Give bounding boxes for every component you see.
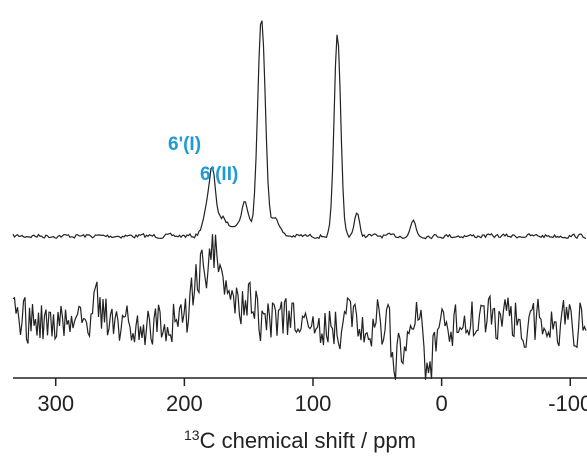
x-tick-label: 200 [166, 391, 203, 416]
x-tick-label: 0 [436, 391, 448, 416]
spectrum-trace-top [12, 20, 587, 240]
peak-annotation-label: 6'(II) [200, 164, 238, 185]
x-axis-title-superscript: 13 [184, 427, 200, 443]
x-axis-title-text: C chemical shift / ppm [200, 428, 416, 453]
x-axis-ticks: 300 200 100 0 -100 [37, 378, 587, 416]
spectrum-trace-bottom [12, 234, 587, 381]
spectra-traces [12, 20, 587, 381]
x-axis-title: 13C chemical shift / ppm [184, 427, 416, 453]
x-tick-label: 300 [37, 391, 74, 416]
peak-annotation-label: 6'(I) [168, 134, 201, 155]
x-tick-label: 100 [295, 391, 332, 416]
x-tick-label: -100 [548, 391, 587, 416]
peak-annotations: 6'(I) 6'(II) [168, 134, 238, 185]
